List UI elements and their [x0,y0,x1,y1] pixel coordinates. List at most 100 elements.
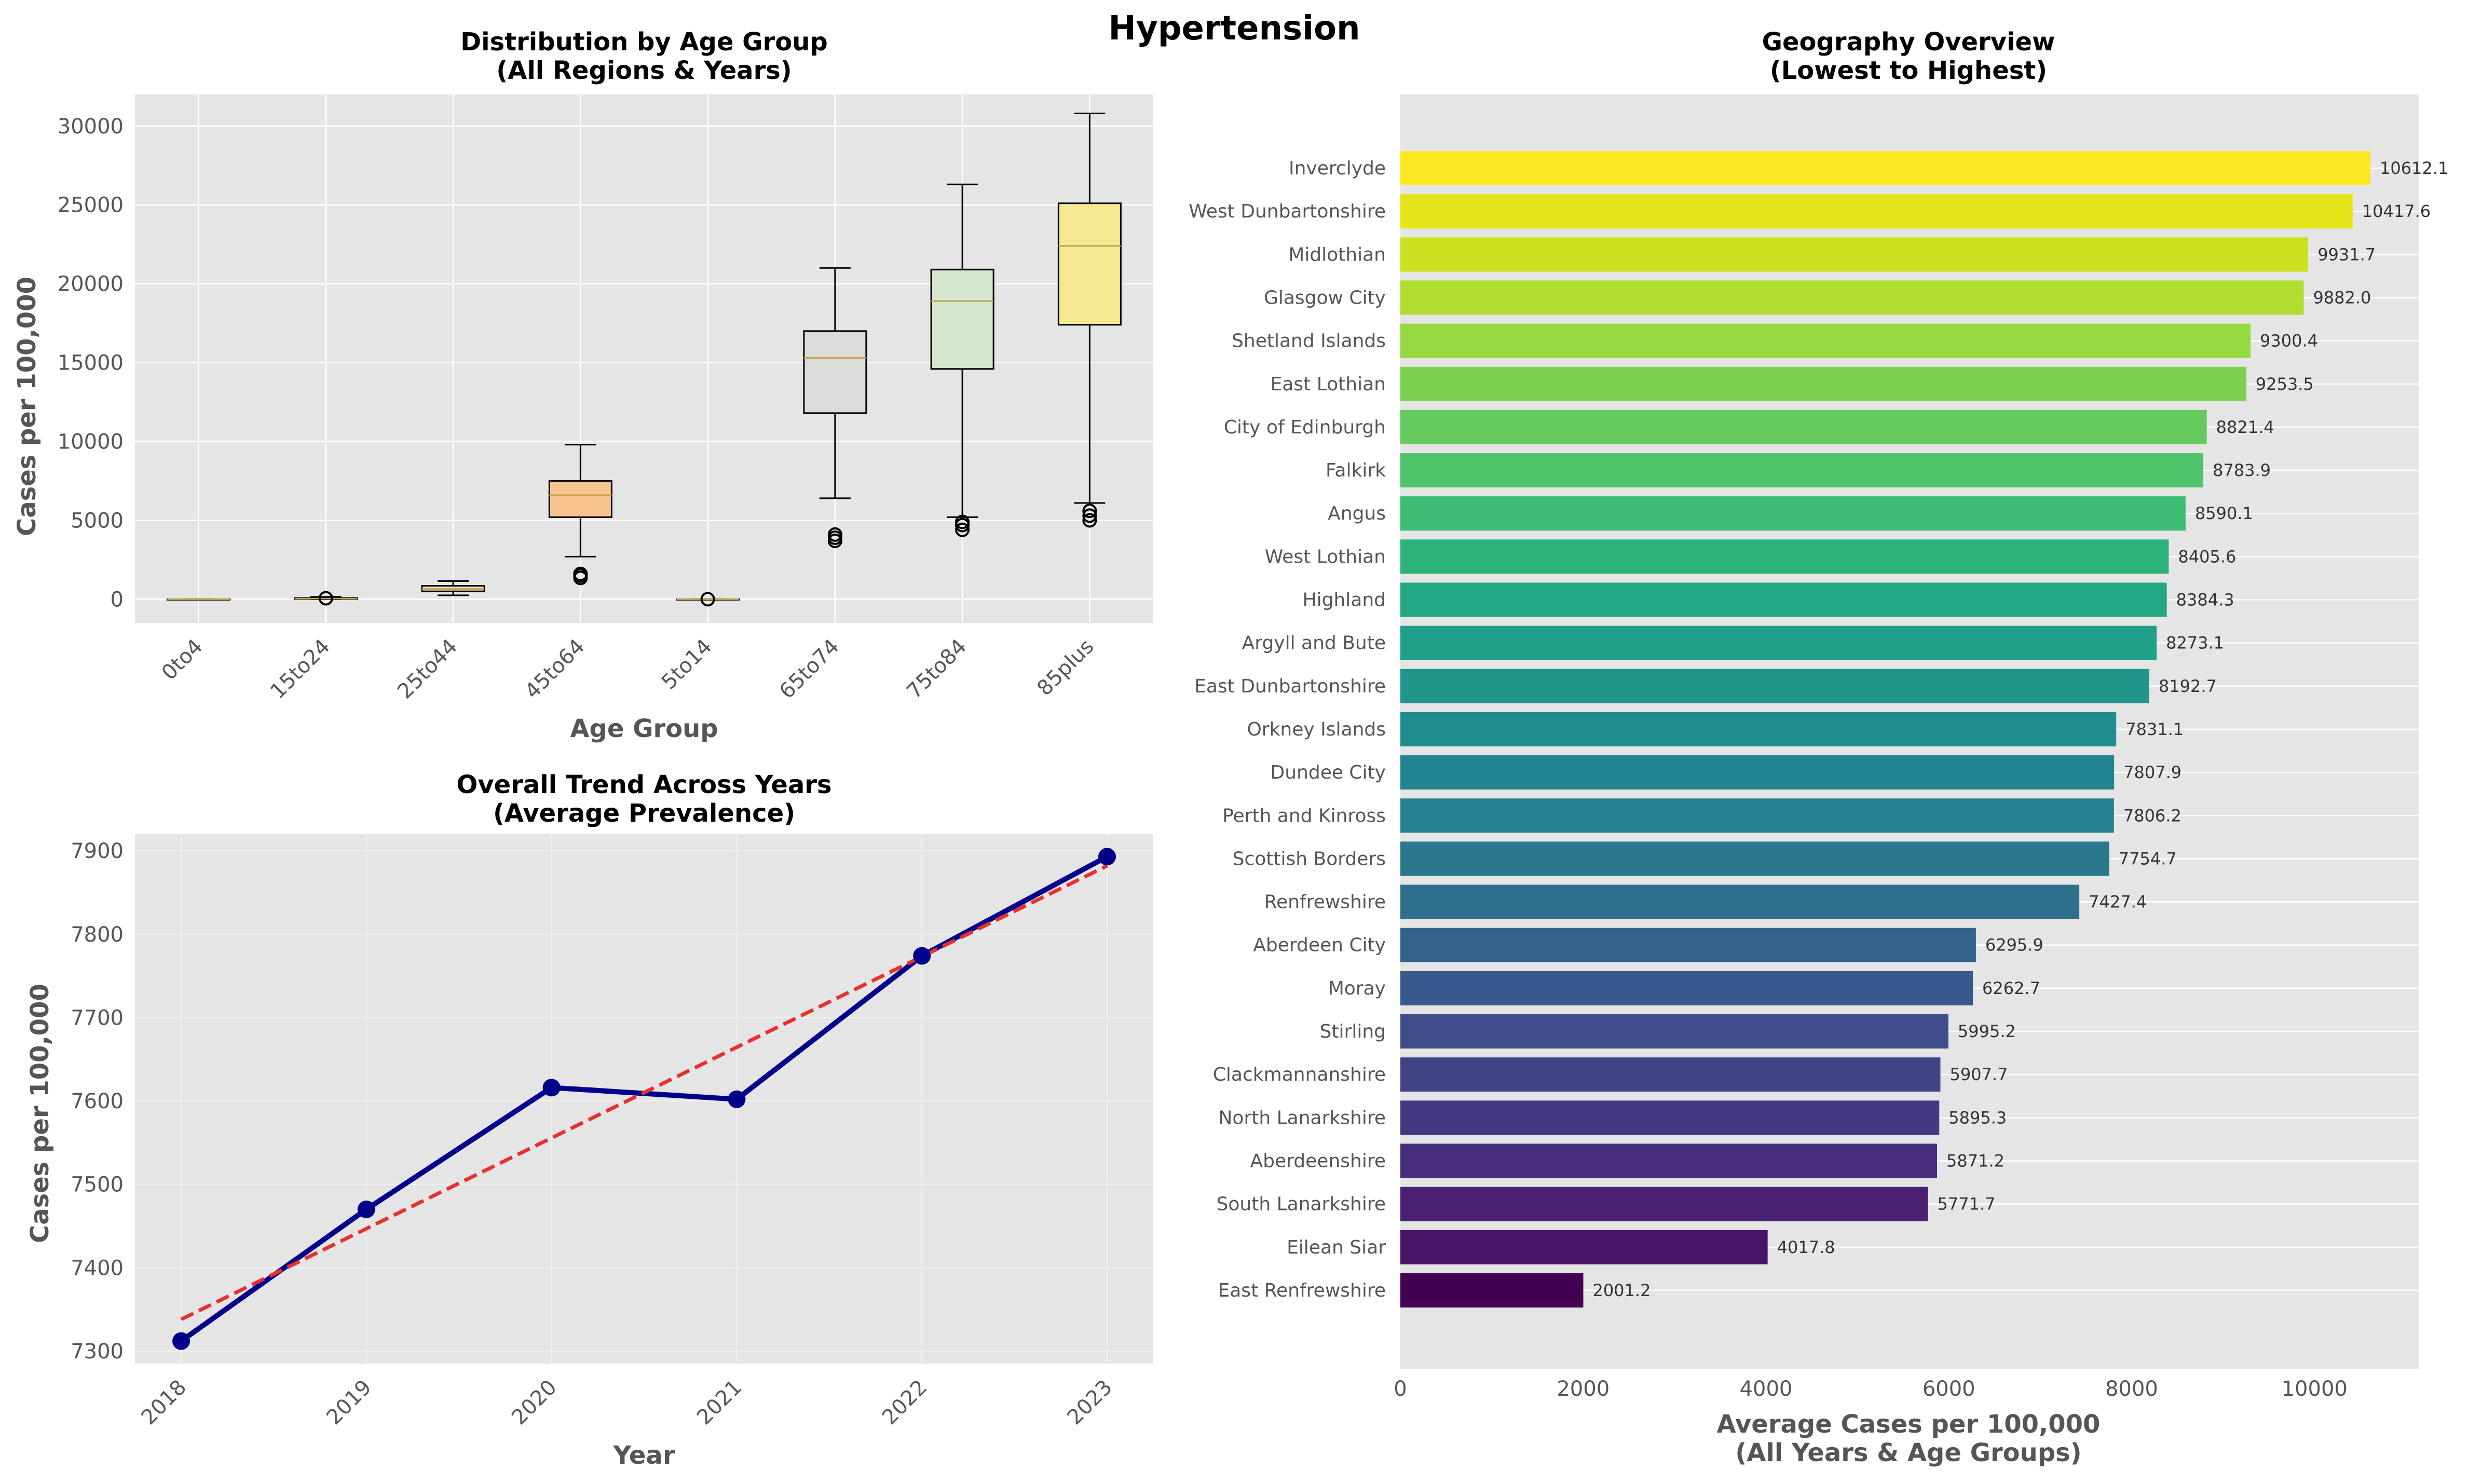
bar [1400,712,2117,746]
bar-value-label: 9253.5 [2256,374,2314,394]
trend-point [172,1332,190,1350]
bar [1400,237,2309,272]
bar [1400,453,2204,488]
bar [1400,410,2207,444]
bar-value-label: 8384.3 [2176,590,2234,610]
bar [1400,1100,1940,1135]
bar [1400,1273,1584,1308]
bar [1400,1057,1941,1092]
y-tick-label: Angus [1328,503,1386,524]
y-tick-label: 7500 [71,1173,124,1197]
trend-point [542,1079,561,1097]
y-tick-label: 7900 [71,839,124,863]
bar-value-label: 7754.7 [2119,849,2177,868]
bar [1400,1230,1768,1264]
bar-value-label: 8783.9 [2213,460,2271,480]
y-tick-label: 15000 [58,351,124,375]
bar [1400,1143,1938,1178]
bar-value-label: 9931.7 [2317,244,2376,264]
y-tick-label: 7400 [71,1256,124,1280]
geography-xlabel-line2: (All Years & Age Groups) [1735,1438,2081,1467]
bar-value-label: 10612.1 [2380,158,2448,178]
outlier-point [318,591,333,606]
bar [1400,884,2080,919]
trend-ylabel: Cases per 100,000 [25,984,54,1243]
bar [1400,151,2371,185]
bar [1400,625,2157,660]
boxplot-title-line2: (All Regions & Years) [496,56,792,85]
outlier-point [1082,508,1097,523]
y-tick-label: Shetland Islands [1232,331,1386,352]
y-tick-label: Orkney Islands [1247,719,1386,740]
y-tick-label: Aberdeen City [1253,935,1386,956]
y-tick-label: 5000 [71,509,124,533]
x-tick-label: 6000 [1922,1377,1975,1401]
x-tick-label: 4000 [1740,1377,1793,1401]
trend-point [913,947,931,965]
bar [1400,582,2167,617]
bar [1400,194,2353,229]
y-tick-label: Glasgow City [1264,287,1386,308]
outlier-point [573,566,588,581]
outlier-point [955,514,970,529]
y-tick-label: Moray [1328,978,1386,999]
trend-point [728,1090,746,1108]
bar-value-label: 8273.1 [2166,633,2224,653]
box-iqr [1057,202,1122,326]
bar [1400,1187,1928,1221]
y-tick-label: Falkirk [1326,460,1386,481]
y-tick-label: Perth and Kinross [1222,805,1386,826]
y-tick-label: Highland [1303,590,1386,611]
suptitle: Hypertension [1108,9,1360,48]
y-tick-label: 7600 [71,1090,124,1113]
bar [1400,798,2114,833]
y-tick-label: Clackmannanshire [1213,1064,1386,1085]
bar-value-label: 5771.7 [1938,1194,1996,1214]
y-tick-label: 20000 [58,273,124,296]
x-tick-label: 2000 [1557,1377,1610,1401]
bar-value-label: 7427.4 [2089,892,2147,912]
bar-value-label: 6262.7 [1982,978,2040,998]
bar [1400,841,2109,876]
bar [1400,1014,1948,1049]
y-tick-label: Inverclyde [1289,158,1386,179]
boxplot-panel: Distribution by Age Group (All Regions &… [12,28,1153,743]
bar-value-label: 8192.7 [2159,676,2217,696]
trend-title-line2: (Average Prevalence) [493,799,795,828]
bar-value-label: 7831.1 [2125,719,2184,739]
y-tick-label: West Lothian [1265,546,1386,567]
y-tick-label: Aberdeenshire [1250,1150,1386,1172]
y-tick-label: 7700 [71,1006,124,1030]
y-tick-label: Argyll and Bute [1242,633,1386,654]
bar [1400,496,2186,531]
y-tick-label: South Lanarkshire [1217,1194,1386,1215]
x-tick-label: 0 [1394,1377,1407,1401]
y-tick-label: West Dunbartonshire [1189,201,1386,222]
y-tick-label: Renfrewshire [1264,892,1386,913]
bar-value-label: 10417.6 [2362,201,2431,221]
geography-panel: Geography Overview (Lowest to Highest) 0… [1189,28,2448,1467]
bar-value-label: 8590.1 [2195,503,2253,523]
bar-value-label: 5871.2 [1946,1151,2005,1170]
y-tick-label: City of Edinburgh [1224,417,1386,438]
x-tick-label: 8000 [2105,1377,2158,1401]
boxplot-ylabel: Cases per 100,000 [12,277,42,536]
geography-title-line1: Geography Overview [1762,28,2055,57]
x-tick-label: 10000 [2282,1377,2348,1401]
trend-title-line1: Overall Trend Across Years [457,770,832,799]
bar-value-label: 5907.7 [1949,1065,2008,1084]
bar-value-label: 8405.6 [2178,547,2236,566]
y-tick-label: 30000 [58,115,124,139]
y-tick-label: Midlothian [1288,244,1386,265]
trend-fit-line [180,864,1108,1322]
boxplot-xlabel: Age Group [570,714,718,743]
bar-value-label: 5995.2 [1958,1022,2016,1041]
y-tick-label: 10000 [58,430,124,454]
y-tick-label: Dundee City [1270,762,1386,783]
bar [1400,669,2149,703]
bar-value-label: 9882.0 [2313,288,2371,307]
bar-value-label: 2001.2 [1592,1281,1651,1300]
outlier-point [1082,513,1097,528]
bar-value-label: 8821.4 [2216,417,2274,437]
bar [1400,928,1976,962]
